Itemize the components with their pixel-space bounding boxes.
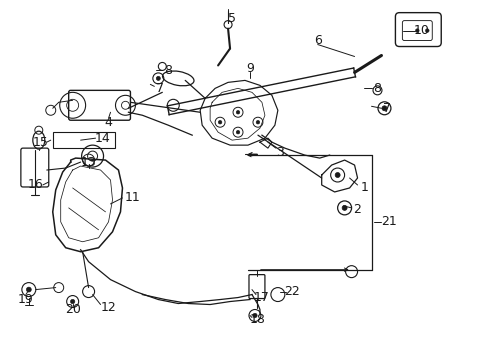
- Text: 3: 3: [275, 145, 283, 159]
- Text: 12: 12: [101, 301, 116, 314]
- Text: 22: 22: [284, 285, 299, 298]
- Circle shape: [252, 313, 257, 318]
- Circle shape: [334, 172, 340, 177]
- Text: 14: 14: [95, 132, 110, 145]
- Text: 6: 6: [313, 34, 321, 47]
- Text: 9: 9: [245, 62, 253, 75]
- Text: 8: 8: [164, 64, 172, 77]
- Text: 13: 13: [81, 156, 96, 168]
- Text: 8: 8: [373, 82, 381, 95]
- Circle shape: [256, 121, 259, 124]
- Circle shape: [236, 111, 239, 114]
- Text: 17: 17: [253, 291, 269, 304]
- Text: 5: 5: [227, 12, 236, 25]
- Circle shape: [70, 299, 75, 304]
- Text: 21: 21: [381, 215, 397, 228]
- Text: 1: 1: [360, 181, 368, 194]
- Circle shape: [425, 29, 428, 32]
- Text: 7: 7: [383, 102, 391, 115]
- Circle shape: [415, 29, 418, 32]
- Circle shape: [236, 130, 239, 134]
- Text: 2: 2: [353, 203, 361, 216]
- Text: 10: 10: [412, 24, 428, 37]
- Text: 7: 7: [156, 82, 164, 95]
- Circle shape: [218, 121, 222, 124]
- Text: 16: 16: [28, 179, 43, 192]
- Text: 19: 19: [18, 293, 34, 306]
- Text: 11: 11: [124, 192, 140, 204]
- Text: 20: 20: [64, 303, 81, 316]
- Circle shape: [156, 76, 160, 80]
- Text: 15: 15: [33, 136, 49, 149]
- Text: 18: 18: [249, 313, 265, 326]
- Text: 4: 4: [104, 116, 112, 129]
- Circle shape: [342, 206, 346, 210]
- Circle shape: [381, 106, 386, 111]
- Circle shape: [26, 287, 31, 292]
